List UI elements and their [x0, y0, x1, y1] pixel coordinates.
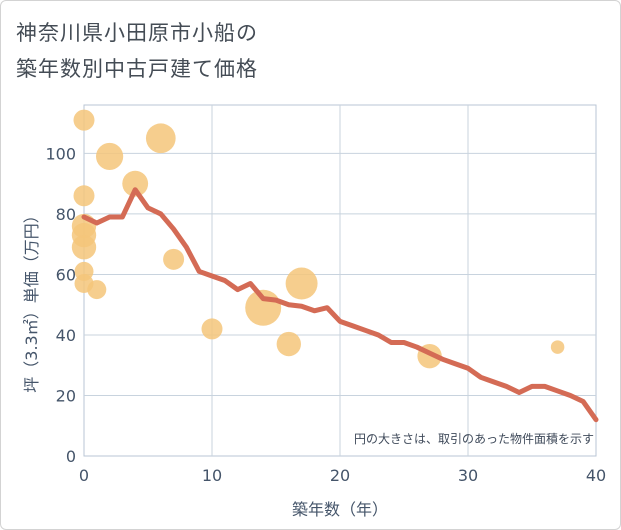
trend-layer	[81, 187, 599, 423]
bubble-point	[163, 248, 185, 270]
x-tick-label: 40	[586, 466, 606, 485]
y-tick-label: 100	[45, 144, 76, 163]
bubble-point	[96, 142, 124, 171]
x-axis-label: 築年数（年）	[292, 500, 388, 519]
x-tick-label: 20	[330, 466, 350, 485]
y-axis-label: 坪（3.3㎡）単価（万円）	[22, 207, 41, 392]
bubble-point	[87, 280, 107, 300]
y-tick-label: 60	[56, 265, 76, 284]
bubble-point	[71, 235, 97, 260]
bubble-point	[276, 331, 301, 357]
x-tick-label: 10	[202, 466, 222, 485]
bubble-point	[550, 340, 565, 354]
tick-labels: 0 10 20 30 40 0 20 40 60 80 100	[45, 144, 606, 485]
grid-lines	[84, 105, 596, 456]
chart-title-line2: 築年数別中古戸建て価格	[16, 57, 258, 81]
bubble-point	[285, 267, 318, 300]
y-tick-label: 0	[66, 447, 76, 466]
bubble-point	[73, 185, 95, 207]
bubble-point	[122, 170, 149, 197]
chart-title-line1: 神奈川県小田原市小船の	[16, 21, 258, 45]
chart-note: 円の大きさは、取引のあった物件面積を示す	[354, 431, 594, 446]
bubble-point	[73, 109, 95, 131]
x-tick-label: 0	[79, 466, 89, 485]
bubble-point	[145, 123, 176, 154]
y-tick-label: 40	[56, 326, 76, 345]
trend-line	[81, 187, 599, 423]
y-tick-label: 20	[56, 386, 76, 405]
y-tick-label: 80	[56, 205, 76, 224]
x-tick-label: 30	[458, 466, 478, 485]
bubble-layer	[71, 109, 565, 369]
bubble-point	[201, 318, 223, 340]
